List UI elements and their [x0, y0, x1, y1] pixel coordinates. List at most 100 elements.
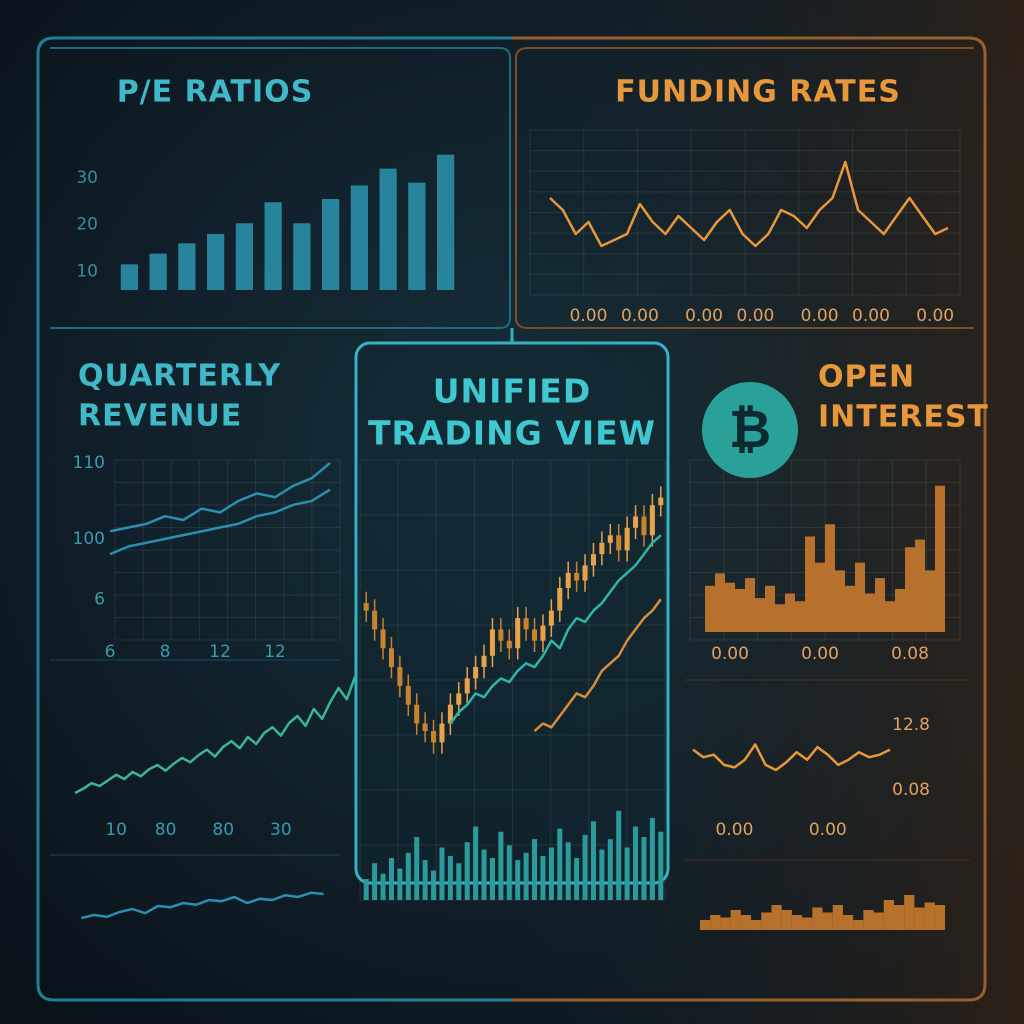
bar: [120, 264, 138, 290]
volume-bar: [548, 847, 554, 900]
candle-body: [590, 554, 596, 566]
volume-bar: [473, 826, 479, 900]
y-tick-label: 6: [94, 590, 105, 610]
chart-title: QUARTERLY: [78, 359, 281, 394]
volume-bar: [431, 870, 437, 900]
bar: [875, 578, 885, 632]
bar: [855, 562, 865, 632]
candle-body: [481, 655, 487, 668]
volume-bar: [447, 855, 453, 900]
candle-body: [649, 505, 655, 536]
icon-circle: [702, 382, 798, 478]
x-tick-label: 80: [212, 820, 234, 840]
chart-title: OPEN: [818, 360, 915, 395]
volume-bar: [388, 858, 394, 900]
bar: [791, 915, 803, 930]
volume-bar: [515, 860, 521, 900]
panel-funding: [515, 47, 974, 329]
frame-left: [36, 36, 512, 1002]
volume-bar: [456, 863, 462, 900]
bar: [822, 912, 833, 930]
bar: [235, 223, 253, 290]
x-tick-label: 0.00: [916, 306, 954, 326]
frame-right: [512, 36, 987, 1002]
line: [533, 598, 662, 733]
x-tick-label: 30: [270, 820, 292, 840]
volume-bar: [489, 858, 495, 900]
chart-title: P/E RATIOS: [117, 75, 314, 110]
candle-body: [582, 565, 588, 581]
bar: [715, 573, 725, 632]
bar: [745, 578, 755, 632]
bar: [935, 485, 945, 632]
bar: [730, 910, 741, 930]
candle-body: [405, 685, 411, 705]
candle-body: [506, 640, 512, 649]
x-tick-label: 0.00: [801, 644, 839, 664]
volume-bar: [414, 837, 420, 900]
volume-bar: [633, 826, 639, 900]
bar: [893, 905, 905, 930]
volume-bar: [649, 818, 655, 900]
bar: [845, 585, 855, 632]
candle-body: [498, 629, 504, 641]
chart-title: UNIFIED: [433, 372, 591, 411]
line: [109, 462, 331, 533]
volume-bar: [658, 831, 664, 900]
candle-body: [532, 629, 538, 641]
volume-bar: [439, 847, 445, 900]
y-tick-label: 20: [76, 215, 98, 235]
x-tick-label: 0.08: [891, 644, 929, 664]
candle-body: [624, 527, 630, 551]
candle-body: [616, 535, 622, 551]
volume-bar: [590, 821, 596, 900]
bar: [924, 902, 935, 930]
bar: [853, 920, 864, 930]
candle-body: [557, 588, 563, 611]
chart-title: INTEREST: [818, 400, 989, 435]
volume-bar: [372, 863, 378, 900]
x-tick-label: 0.00: [711, 644, 749, 664]
volume-bar: [481, 849, 487, 900]
bar: [408, 182, 426, 290]
bar: [781, 910, 792, 930]
line: [449, 534, 662, 725]
bar: [207, 234, 225, 290]
bar: [842, 915, 854, 930]
candle-body: [422, 723, 428, 732]
bar: [293, 223, 311, 290]
bar: [835, 570, 845, 632]
candle-body: [397, 667, 403, 686]
candle-body: [372, 610, 378, 630]
chart-title: FUNDING RATES: [615, 75, 901, 110]
volume-bar: [574, 858, 580, 900]
bar: [720, 917, 731, 930]
line: [549, 160, 949, 248]
bar: [863, 910, 874, 930]
bar: [178, 243, 196, 290]
candle-body: [599, 542, 605, 555]
x-tick-label: 0.00: [809, 820, 847, 840]
candle-body: [540, 625, 546, 641]
y-tick-label: 12.8: [892, 715, 930, 735]
bar: [264, 202, 282, 290]
candle-body: [523, 618, 529, 630]
volume-bar: [624, 847, 630, 900]
x-tick-label: 12: [209, 642, 231, 662]
line: [692, 743, 891, 772]
bar: [149, 253, 167, 290]
volume-bar: [464, 842, 470, 900]
x-tick-label: 0.00: [852, 306, 890, 326]
bar: [775, 604, 785, 632]
x-tick-label: 0.00: [685, 306, 723, 326]
x-tick-label: 10: [105, 820, 127, 840]
bar: [725, 582, 735, 632]
bar: [812, 907, 823, 930]
bar: [825, 524, 835, 632]
bar: [765, 585, 775, 632]
x-tick-label: 6: [105, 642, 116, 662]
candle-body: [380, 629, 386, 649]
y-tick-label: 100: [73, 529, 105, 549]
volume-bar: [532, 839, 538, 900]
